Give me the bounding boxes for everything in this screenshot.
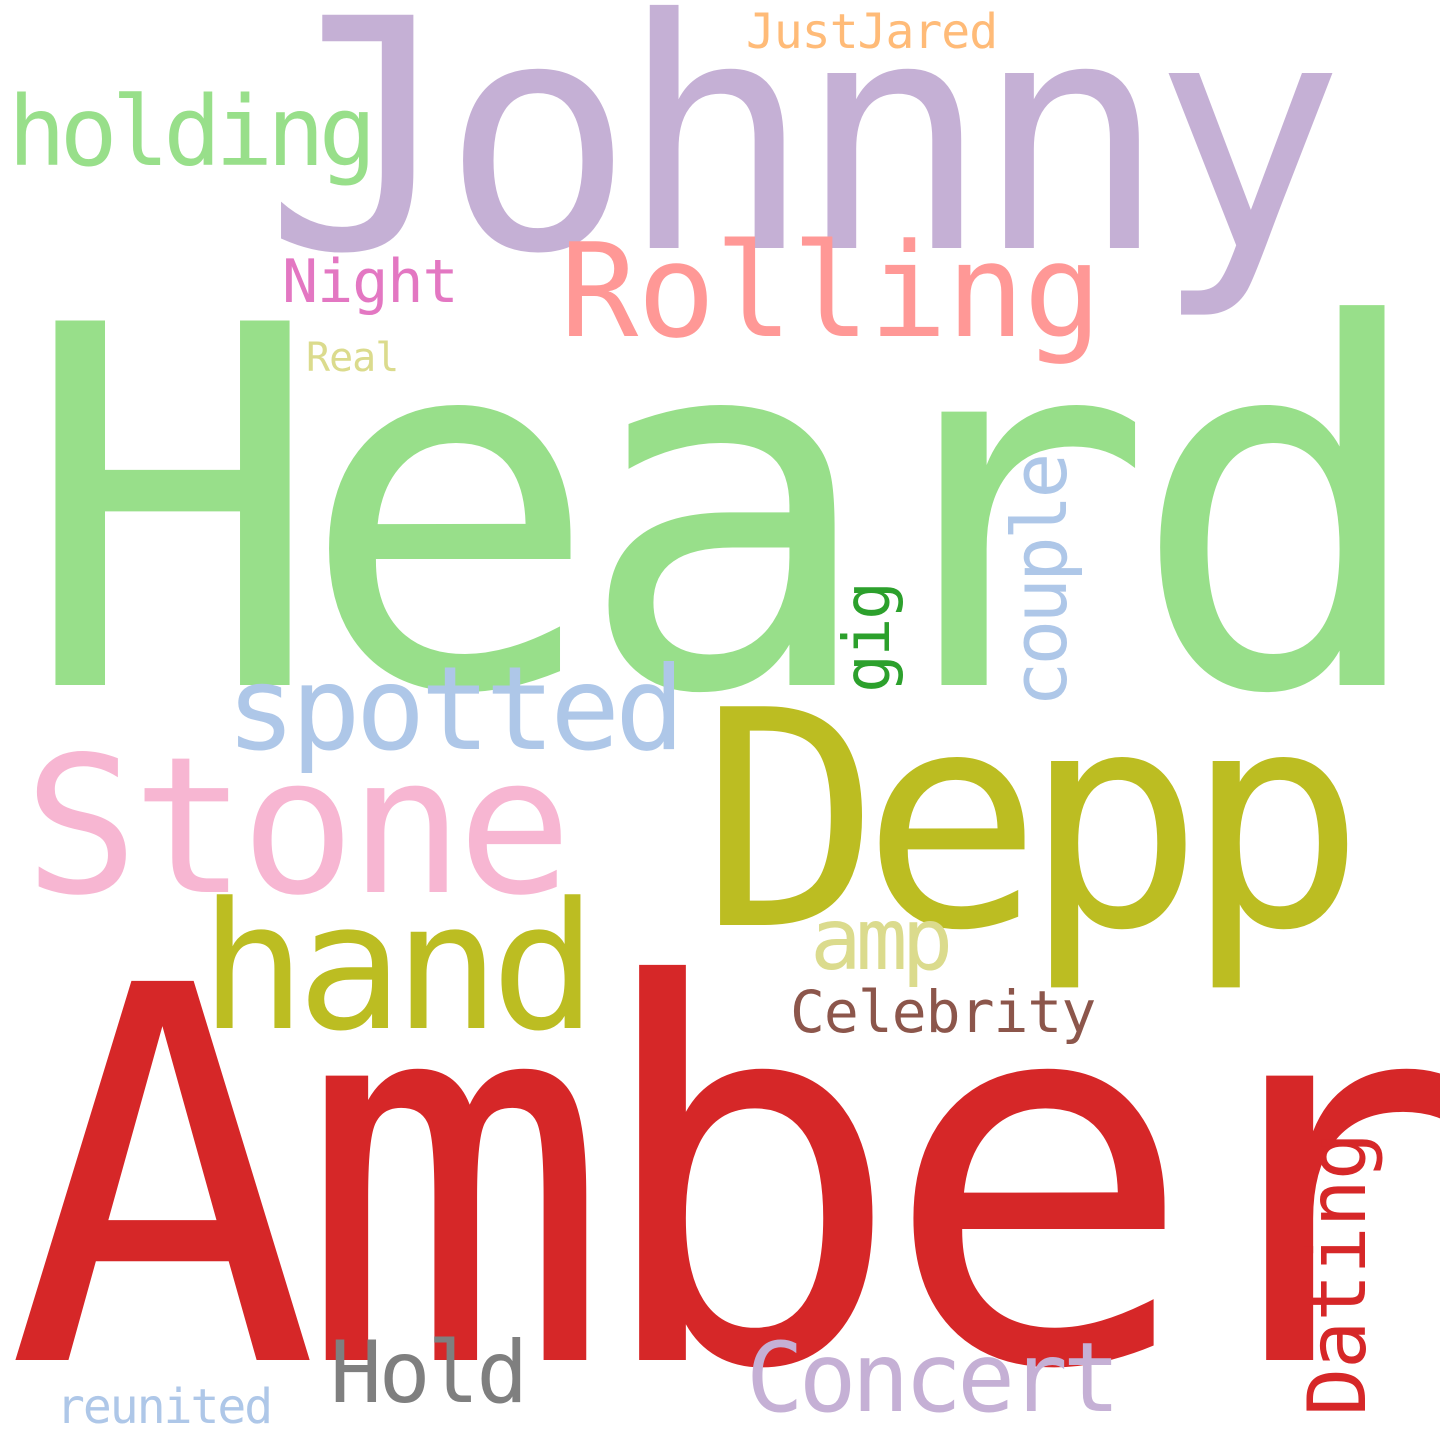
word-gig: gig (831, 583, 905, 693)
word-depp: Depp (700, 647, 1365, 996)
word-holding: holding (8, 76, 377, 188)
word-night: Night (282, 247, 459, 317)
word-real: Real (306, 335, 399, 381)
word-amber: Amber (6, 877, 1440, 1440)
word-johnny: Johnny (264, 0, 1345, 324)
word-justjared: JustJared (746, 4, 998, 60)
word-reunited: reunited (56, 1379, 273, 1435)
word-hand: hand (200, 865, 597, 1070)
word-rolling: Rolling (560, 215, 1102, 367)
word-amp: amp (810, 890, 953, 990)
word-couple: couple (995, 456, 1084, 708)
word-hold: Hold (330, 1323, 528, 1423)
word-concert: Concert (746, 1322, 1121, 1434)
word-celebrity: Celebrity (790, 978, 1096, 1046)
word-stone: Stone (24, 716, 572, 937)
word-dating: Dating (1291, 1133, 1384, 1416)
word-heard: Heard (22, 221, 1431, 803)
word-spotted: spotted (226, 642, 685, 777)
